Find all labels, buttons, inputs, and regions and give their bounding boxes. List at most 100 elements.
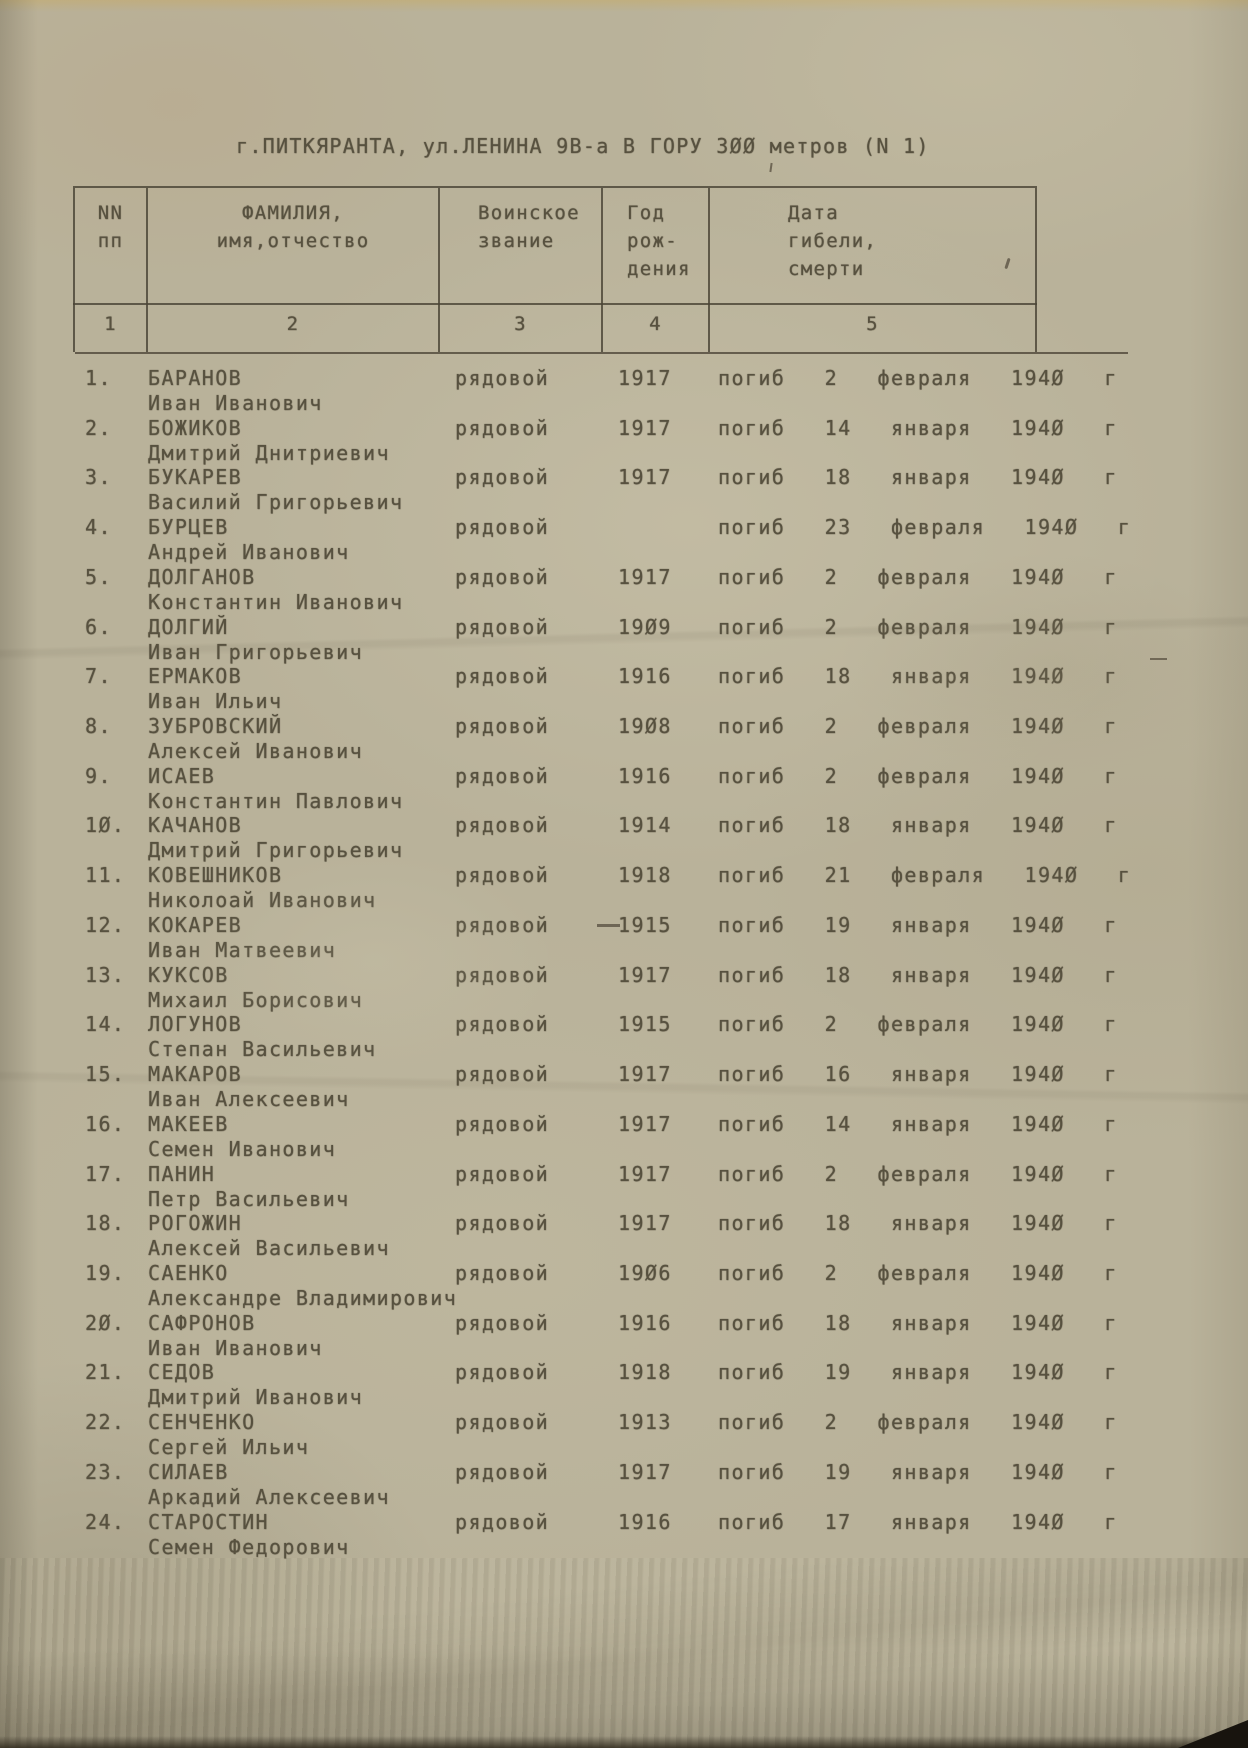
birth-year: 1917 xyxy=(618,465,672,490)
table-row: 21. СЕДОВ рядовой 1918 погиб 19 января 1… xyxy=(75,1360,1215,1410)
birth-year: 1917 xyxy=(618,1211,672,1236)
row-number: 2Ø. xyxy=(85,1310,126,1335)
table-row: 15. МАКАРОВ рядовой 1917 погиб 16 января… xyxy=(75,1062,1215,1112)
birth-year: 1918 xyxy=(618,863,672,888)
death-date: погиб 19 января 194Ø г xyxy=(718,1360,1118,1385)
surname: МАКЕЕВ xyxy=(148,1111,229,1136)
table-row: 23. СИЛАЕВ рядовой 1917 погиб 19 января … xyxy=(75,1460,1215,1510)
death-date: погиб 2 февраля 194Ø г xyxy=(718,366,1118,390)
birth-year: 1918 xyxy=(618,1360,672,1385)
surname: БАРАНОВ xyxy=(148,366,243,390)
row-number: 2. xyxy=(85,415,112,440)
death-date: погиб 14 января 194Ø г xyxy=(718,1111,1118,1136)
death-date: погиб 21 февраля 194Ø г xyxy=(718,863,1132,888)
surname: БУРЦЕВ xyxy=(148,515,229,540)
surname: ДОЛГИЙ xyxy=(148,614,229,639)
table-row: 8. ЗУБРОВСКИЙ рядовой 19Ø8 погиб 2 февра… xyxy=(75,714,1215,764)
given-name: Николоай Иванович xyxy=(148,888,377,913)
row-number: 24. xyxy=(85,1509,126,1534)
row-number: 14. xyxy=(85,1012,126,1037)
rank: рядовой xyxy=(455,912,550,937)
birth-year: 1916 xyxy=(618,664,672,689)
document-title: г.ПИТКЯРАНТА, ул.ЛЕНИНА 9В-а В ГОРУ 3ØØ … xyxy=(236,134,930,158)
rank: рядовой xyxy=(455,664,550,689)
birth-year: 1917 xyxy=(618,1111,672,1136)
header-bottom-rule xyxy=(75,352,1128,354)
column-number-1: 1 xyxy=(75,303,148,352)
rank: рядовой xyxy=(455,763,550,788)
row-number: 11. xyxy=(85,863,126,888)
row-number: 8. xyxy=(85,714,112,739)
death-date: погиб 14 января 194Ø г xyxy=(718,415,1118,440)
table-row: 5. ДОЛГАНОВ рядовой 1917 погиб 2 февраля… xyxy=(75,565,1215,615)
given-name: Дмитрий Григорьевич xyxy=(148,838,404,863)
surname: ЕРМАКОВ xyxy=(148,664,243,689)
birth-year: 1914 xyxy=(618,813,672,838)
bottom-right-corner-shadow xyxy=(1178,1720,1248,1748)
given-name: Михаил Борисович xyxy=(148,987,364,1012)
surname: ЗУБРОВСКИЙ xyxy=(148,714,283,739)
death-date: погиб 2 февраля 194Ø г xyxy=(718,1012,1118,1037)
surname: СИЛАЕВ xyxy=(148,1459,229,1484)
rank: рядовой xyxy=(455,1062,550,1087)
death-date: погиб 2 февраля 194Ø г xyxy=(718,714,1118,739)
given-name: Степан Васильевич xyxy=(148,1037,377,1062)
surname: КУКСОВ xyxy=(148,962,229,987)
row-number: 1Ø. xyxy=(85,813,126,838)
surname: СТАРОСТИН xyxy=(148,1509,269,1534)
birth-year: 1915 xyxy=(618,1012,672,1037)
rank: рядовой xyxy=(455,1360,550,1385)
table-header: NN пп ФАМИЛИЯ, имя,отчество Воинское зва… xyxy=(73,186,1037,305)
column-number-2: 2 xyxy=(148,303,440,352)
table-row: 12. КОКАРЕВ рядовой 1915 погиб 19 января… xyxy=(75,913,1215,963)
birth-year: 1917 xyxy=(618,366,672,390)
birth-year: 19Ø6 xyxy=(618,1260,672,1285)
death-date: погиб 18 января 194Ø г xyxy=(718,465,1118,490)
given-name: Константин Иванович xyxy=(148,589,404,614)
row-number: 3. xyxy=(85,465,112,490)
given-name: Сергей Ильич xyxy=(148,1435,310,1460)
given-name: Семен Федорович xyxy=(148,1534,350,1559)
given-name: Дмитрий Иванович xyxy=(148,1385,364,1410)
birth-year: 1915 xyxy=(618,912,672,937)
death-date: погиб 2 февраля 194Ø г xyxy=(718,763,1118,788)
surname: СЕНЧЕНКО xyxy=(148,1410,256,1435)
surname: САФРОНОВ xyxy=(148,1310,256,1335)
given-name: Александре Владимирович xyxy=(148,1285,458,1310)
surname: ЛОГУНОВ xyxy=(148,1012,243,1037)
given-name: Иван Иванович xyxy=(148,391,323,415)
surname: БУКАРЕВ xyxy=(148,465,243,490)
death-date: погиб 18 января 194Ø г xyxy=(718,664,1118,689)
rank: рядовой xyxy=(455,564,550,589)
given-name: Константин Павлович xyxy=(148,788,404,813)
table-row: 6. ДОЛГИЙ рядовой 19Ø9 погиб 2 февраля 1… xyxy=(75,615,1215,665)
given-name: Алексей Васильевич xyxy=(148,1236,390,1261)
given-name: Иван Ильич xyxy=(148,689,283,714)
header-rank: Воинское звание xyxy=(440,188,603,303)
table-row: 19. САЕНКО рядовой 19Ø6 погиб 2 февраля … xyxy=(75,1261,1215,1311)
column-number-4: 4 xyxy=(603,303,710,352)
rank: рядовой xyxy=(455,465,550,490)
given-name: Аркадий Алексеевич xyxy=(148,1484,390,1509)
row-number: 1. xyxy=(85,366,112,390)
row-number: 9. xyxy=(85,763,112,788)
given-name: Семен Иванович xyxy=(148,1136,337,1161)
rank: рядовой xyxy=(455,415,550,440)
birth-year: 1917 xyxy=(618,1062,672,1087)
row-number: 13. xyxy=(85,962,126,987)
paper-crumple-overlay xyxy=(0,1558,1248,1748)
table-row: 2Ø. САФРОНОВ рядовой 1916 погиб 18 январ… xyxy=(75,1311,1215,1361)
table-row: 4. БУРЦЕВ рядовой погиб 23 февраля 194Ø … xyxy=(75,515,1215,565)
table-row: 1. БАРАНОВ рядовой 1917 погиб 2 февраля … xyxy=(75,366,1215,416)
birth-year: 1916 xyxy=(618,763,672,788)
rank: рядовой xyxy=(455,962,550,987)
given-name: Иван Алексеевич xyxy=(148,1087,350,1112)
rank: рядовой xyxy=(455,1260,550,1285)
row-number: 6. xyxy=(85,614,112,639)
table-row: 11. КОВЕШНИКОВ рядовой 1918 погиб 21 фев… xyxy=(75,863,1215,913)
given-name: Иван Григорьевич xyxy=(148,639,364,664)
birth-year: 1916 xyxy=(618,1509,672,1534)
death-date: погиб 2 февраля 194Ø г xyxy=(718,614,1118,639)
death-date: погиб 16 января 194Ø г xyxy=(718,1062,1118,1087)
birth-year xyxy=(618,515,718,540)
